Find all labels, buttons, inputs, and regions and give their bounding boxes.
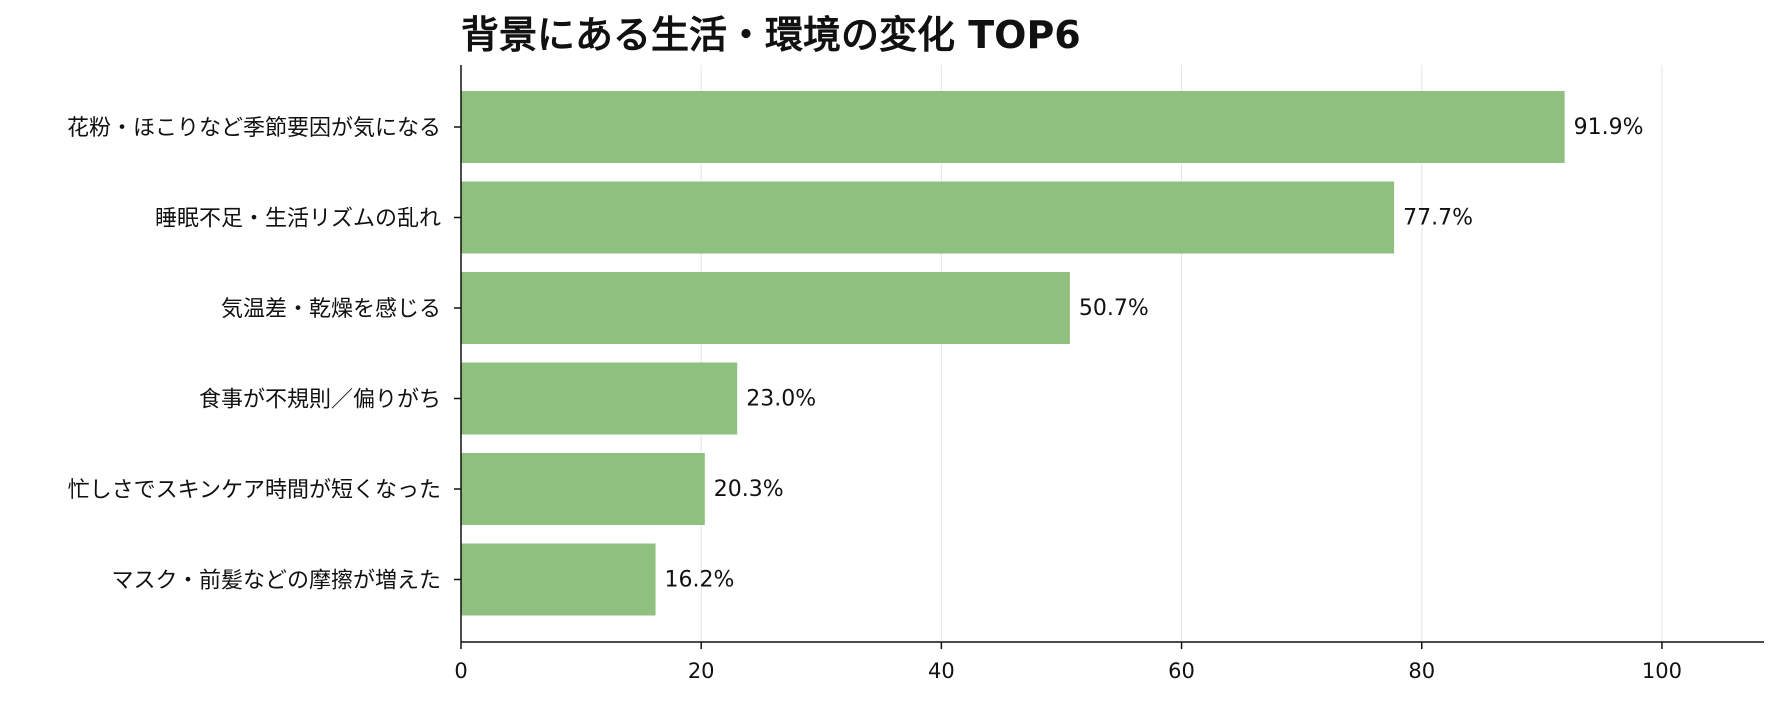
bars: 91.9% 77.7% 50.7% 23.0% 20.3% 16.2% (461, 91, 1644, 616)
category-label: 花粉・ほこりなど季節要因が気になる (67, 116, 441, 141)
value-label: 20.3% (714, 477, 784, 502)
bar (461, 453, 705, 525)
category-label: 気温差・乾燥を感じる (221, 297, 441, 322)
value-label: 50.7% (1079, 296, 1149, 321)
bar (461, 91, 1565, 163)
bar (461, 181, 1395, 254)
category-label: マスク・前髪などの摩擦が増えた (111, 569, 441, 594)
value-label: 77.7% (1403, 206, 1473, 231)
value-label: 16.2% (665, 568, 735, 593)
bar (461, 543, 656, 616)
category-label: 忙しさでスキンケア時間が短くなった (68, 478, 441, 503)
category-label: 睡眠不足・生活リズムの乱れ (155, 207, 441, 232)
x-tick-label: 20 (688, 659, 715, 683)
x-tick-label: 40 (928, 659, 955, 683)
x-tick-label: 80 (1408, 659, 1435, 683)
bar (461, 272, 1070, 344)
value-label: 91.9% (1574, 115, 1644, 140)
x-tick-label: 100 (1642, 659, 1682, 683)
axes: 花粉・ほこりなど季節要因が気になる睡眠不足・生活リズムの乱れ気温差・乾燥を感じる… (67, 65, 1764, 683)
value-label: 23.0% (746, 387, 816, 412)
x-tick-label: 60 (1168, 659, 1195, 683)
x-tick-label: 0 (454, 659, 467, 683)
chart-title: 背景にある生活・環境の変化 TOP6 (461, 13, 1081, 57)
category-label: 食事が不規則／偏りがち (199, 388, 441, 413)
bar (461, 362, 738, 435)
